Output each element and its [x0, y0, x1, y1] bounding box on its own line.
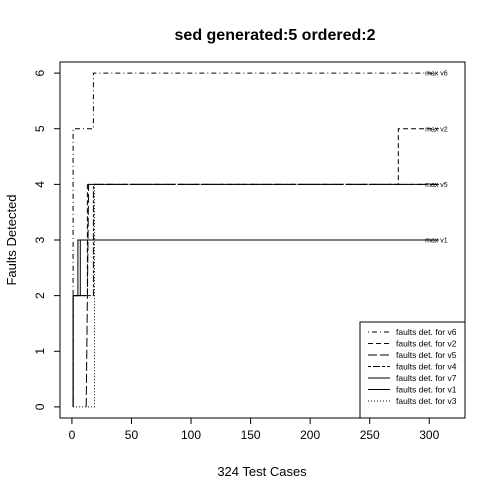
legend-entry: faults det. for v7 [396, 373, 457, 383]
max-label: max v1 [425, 238, 448, 245]
y-tick-label: 0 [33, 403, 47, 410]
y-tick-label: 4 [33, 181, 47, 188]
legend-entry: faults det. for v1 [396, 385, 457, 395]
legend-entry: faults det. for v4 [396, 362, 457, 372]
x-tick-label: 300 [419, 428, 439, 442]
y-tick-label: 3 [33, 236, 47, 243]
x-tick-label: 200 [300, 428, 320, 442]
y-tick-label: 1 [33, 348, 47, 355]
max-labels: max v6 max v2 max v5 max v1 [425, 71, 448, 245]
x-tick-label: 0 [69, 428, 76, 442]
max-label: max v2 [425, 126, 448, 133]
y-axis-label: Faults Detected [4, 194, 19, 285]
legend-entry: faults det. for v6 [396, 327, 457, 337]
x-tick-label: 250 [360, 428, 380, 442]
x-axis: 0 50 100 150 200 250 300 [69, 418, 440, 442]
legend-entry: faults det. for v3 [396, 396, 457, 406]
x-axis-label: 324 Test Cases [217, 464, 307, 479]
legend-entry: faults det. for v5 [396, 350, 457, 360]
max-label: max v6 [425, 71, 448, 78]
y-tick-label: 6 [33, 69, 47, 76]
x-tick-label: 50 [125, 428, 139, 442]
chart-title: sed generated:5 ordered:2 [175, 27, 376, 44]
y-tick-label: 2 [33, 292, 47, 299]
max-label: max v5 [425, 182, 448, 189]
y-axis: 0 1 2 3 4 5 6 [33, 69, 60, 410]
legend-entry: faults det. for v2 [396, 339, 457, 349]
y-tick-label: 5 [33, 125, 47, 132]
x-tick-label: 100 [181, 428, 201, 442]
x-tick-label: 150 [241, 428, 261, 442]
